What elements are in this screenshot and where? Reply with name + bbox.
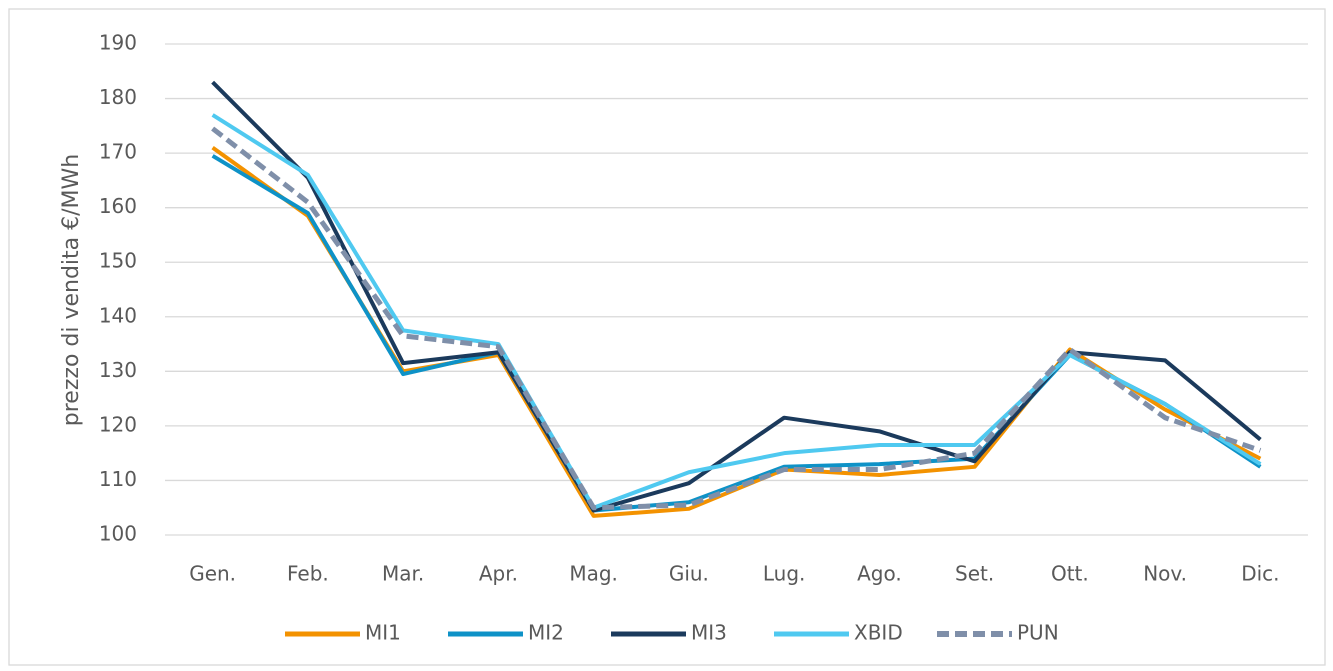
chart-border [8, 8, 1326, 666]
y-tick-label: 120 [99, 412, 137, 436]
series-line [211, 126, 1262, 511]
legend-label: XBID [854, 621, 903, 645]
x-tick-label: Lug. [763, 562, 806, 586]
x-tick-label: Apr. [479, 562, 518, 586]
legend-label: PUN [1017, 621, 1059, 645]
y-tick-label: 110 [99, 467, 137, 491]
legend-label: MI2 [528, 621, 564, 645]
y-tick-label: 190 [99, 31, 137, 55]
x-tick-label: Giu. [669, 562, 709, 586]
legend-label: MI3 [691, 621, 727, 645]
x-tick-label: Set. [955, 562, 994, 586]
legend-label: MI1 [365, 621, 401, 645]
x-tick-label: Ott. [1051, 562, 1089, 586]
x-tick-label: Nov. [1143, 562, 1187, 586]
y-tick-label: 150 [99, 249, 137, 273]
y-tick-label: 140 [99, 303, 137, 327]
y-tick-label: 160 [99, 194, 137, 218]
x-tick-label: Feb. [287, 562, 329, 586]
y-tick-label: 100 [99, 522, 137, 546]
y-axis-label: prezzo di vendita €/MWh [59, 154, 84, 426]
series-line [211, 80, 1262, 513]
y-tick-label: 170 [99, 140, 137, 164]
y-tick-label: 180 [99, 85, 137, 109]
y-tick-label: 130 [99, 358, 137, 382]
x-tick-label: Mag. [569, 562, 618, 586]
x-tick-label: Gen. [189, 562, 236, 586]
x-tick-label: Dic. [1241, 562, 1279, 586]
x-tick-label: Ago. [857, 562, 902, 586]
x-tick-label: Mar. [382, 562, 424, 586]
